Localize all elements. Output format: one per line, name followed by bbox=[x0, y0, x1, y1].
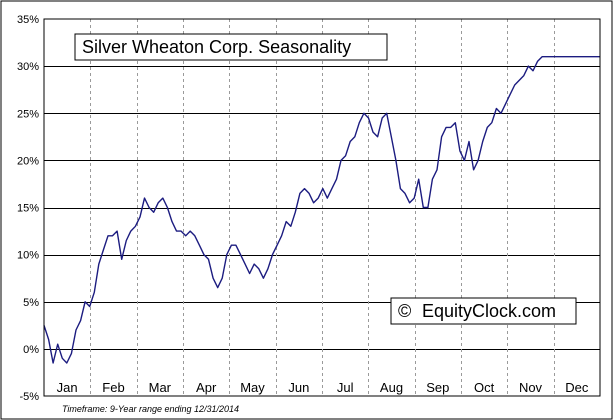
x-tick-label-month: Apr bbox=[196, 380, 217, 395]
x-tick-label-month: Sep bbox=[426, 380, 449, 395]
copyright-symbol: © bbox=[398, 301, 411, 321]
y-tick-label: 20% bbox=[17, 155, 39, 167]
y-axis-ticks: -5% 0% 5% 10% 15% 20% 25% 30% 35% bbox=[17, 14, 39, 403]
x-tick-label-month: Jul bbox=[337, 380, 354, 395]
y-tick-label: 30% bbox=[17, 61, 39, 73]
brand-label: EquityClock.com bbox=[422, 301, 556, 321]
plot-area-border bbox=[43, 18, 601, 397]
x-tick-label-month: Feb bbox=[102, 380, 124, 395]
x-tick-label-month: Mar bbox=[149, 380, 172, 395]
title-box: Silver Wheaton Corp. Seasonality bbox=[74, 33, 388, 61]
y-tick-label: 5% bbox=[23, 297, 39, 309]
y-tick-label: 10% bbox=[17, 250, 39, 262]
y-tick-label: 35% bbox=[17, 14, 39, 26]
x-tick-label-month: Jun bbox=[288, 380, 309, 395]
x-tick-label-month: Oct bbox=[474, 380, 495, 395]
x-tick-label-month: Aug bbox=[380, 380, 403, 395]
brand-box: © EquityClock.com bbox=[390, 297, 577, 325]
series-line-group bbox=[43, 56, 600, 364]
y-tick-label: -5% bbox=[19, 391, 39, 403]
x-tick-label-month: Nov bbox=[519, 380, 543, 395]
brand-box-frame bbox=[390, 297, 577, 325]
chart-title: Silver Wheaton Corp. Seasonality bbox=[82, 37, 351, 57]
y-tick-label: 25% bbox=[17, 108, 39, 120]
title-box-frame bbox=[74, 33, 388, 61]
y-tick-label: 15% bbox=[17, 203, 39, 215]
seasonality-line bbox=[43, 56, 600, 364]
x-tick-label-month: Dec bbox=[565, 380, 589, 395]
timeframe-note: Timeframe: 9-Year range ending 12/31/201… bbox=[62, 404, 239, 414]
x-axis-month-labels: Jan Feb Mar Apr May Jun Jul Aug Sep Oct Nov Dec bbox=[57, 380, 589, 395]
y-tick-label: 0% bbox=[23, 344, 39, 356]
x-tick-label-month: May bbox=[240, 380, 265, 395]
x-tick-label-month: Jan bbox=[57, 380, 78, 395]
gridlines bbox=[44, 19, 600, 396]
